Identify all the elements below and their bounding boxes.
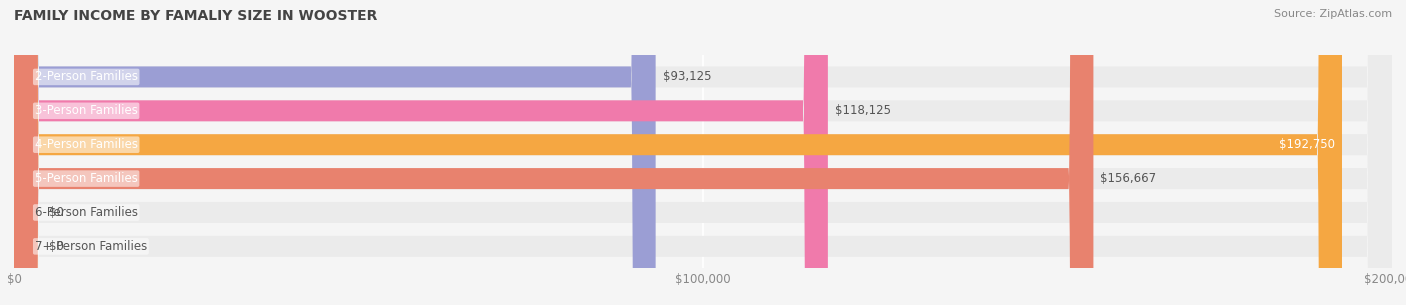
FancyBboxPatch shape bbox=[14, 0, 1341, 305]
Text: 4-Person Families: 4-Person Families bbox=[35, 138, 138, 151]
Text: $192,750: $192,750 bbox=[1279, 138, 1336, 151]
Text: $93,125: $93,125 bbox=[662, 70, 711, 84]
FancyBboxPatch shape bbox=[14, 0, 1392, 305]
FancyBboxPatch shape bbox=[14, 0, 1392, 305]
Text: $0: $0 bbox=[48, 240, 63, 253]
FancyBboxPatch shape bbox=[14, 0, 1392, 305]
Text: 5-Person Families: 5-Person Families bbox=[35, 172, 138, 185]
FancyBboxPatch shape bbox=[14, 0, 1392, 305]
FancyBboxPatch shape bbox=[14, 0, 1094, 305]
Text: 3-Person Families: 3-Person Families bbox=[35, 104, 138, 117]
Text: $0: $0 bbox=[48, 206, 63, 219]
Text: $156,667: $156,667 bbox=[1101, 172, 1156, 185]
FancyBboxPatch shape bbox=[14, 0, 1392, 305]
Text: $118,125: $118,125 bbox=[835, 104, 891, 117]
Text: 6-Person Families: 6-Person Families bbox=[35, 206, 138, 219]
Text: 2-Person Families: 2-Person Families bbox=[35, 70, 138, 84]
FancyBboxPatch shape bbox=[14, 0, 828, 305]
Text: 7+ Person Families: 7+ Person Families bbox=[35, 240, 148, 253]
FancyBboxPatch shape bbox=[14, 0, 1392, 305]
FancyBboxPatch shape bbox=[14, 0, 655, 305]
Text: Source: ZipAtlas.com: Source: ZipAtlas.com bbox=[1274, 9, 1392, 19]
Text: FAMILY INCOME BY FAMALIY SIZE IN WOOSTER: FAMILY INCOME BY FAMALIY SIZE IN WOOSTER bbox=[14, 9, 377, 23]
